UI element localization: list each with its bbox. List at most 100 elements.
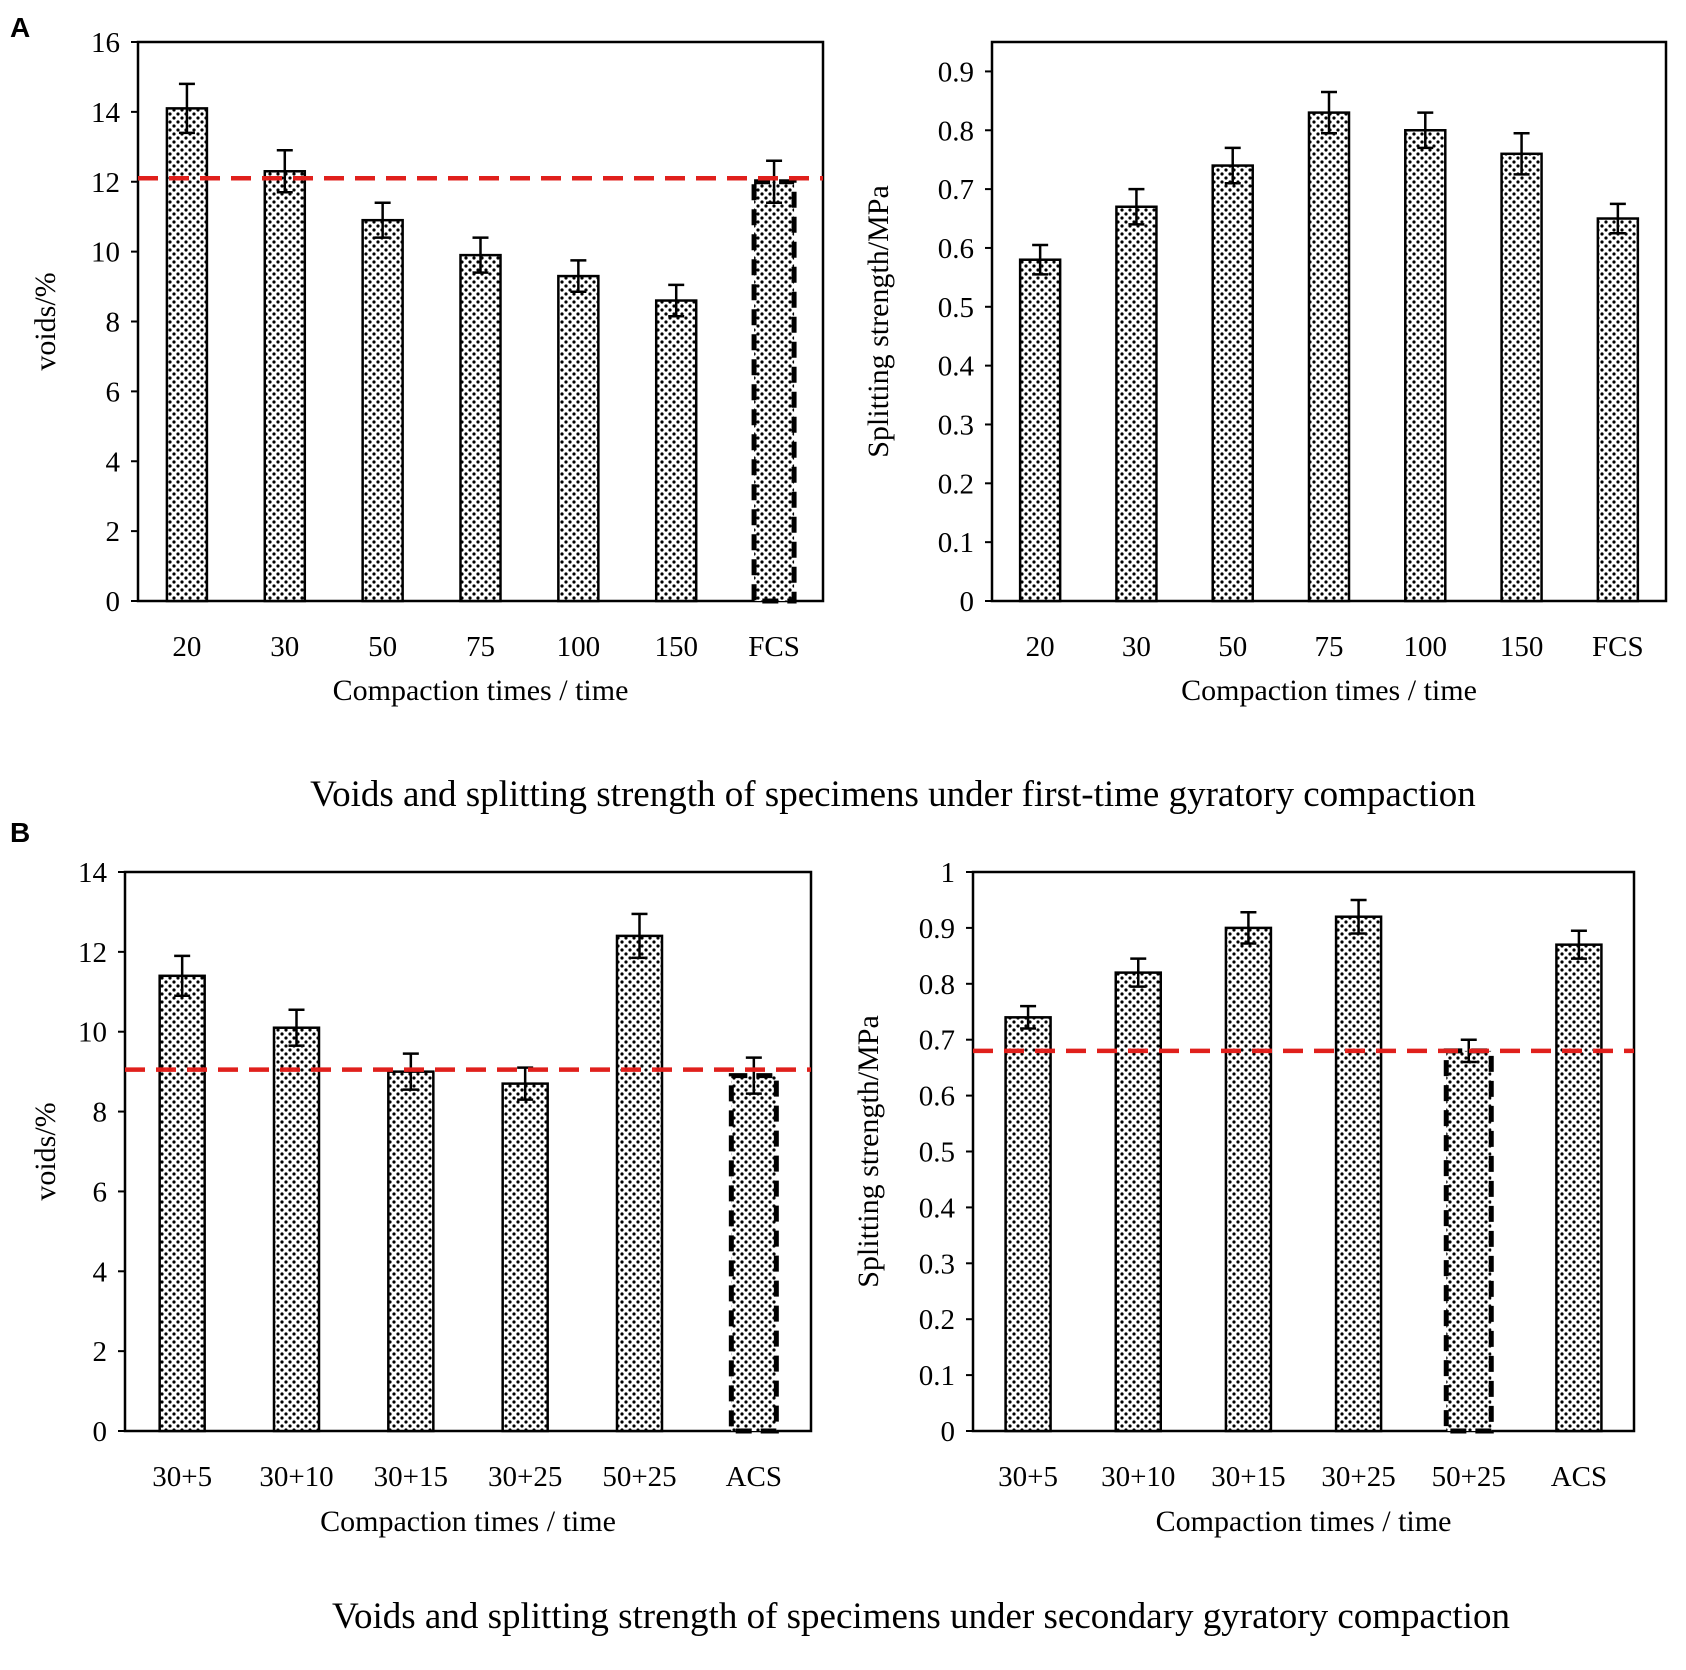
y-tick-label: 0.8: [938, 115, 974, 147]
bar-30+5: [1004, 1016, 1052, 1433]
y-tick-label: 2: [93, 1336, 108, 1368]
x-axis-label: Compaction times / time: [333, 674, 629, 707]
x-tick-label: 150: [654, 631, 698, 663]
x-tick-label: 50+25: [602, 1461, 676, 1493]
y-axis-label: Splitting strength/MPa: [862, 185, 895, 458]
y-tick-label: 0.3: [919, 1248, 955, 1280]
y-tick-label: 0.2: [919, 1304, 955, 1336]
x-tick-label: 30+15: [374, 1461, 448, 1493]
panel-label-b: B: [10, 817, 30, 848]
bar-ACS: [1555, 943, 1603, 1433]
y-tick-label: 0.4: [938, 351, 975, 383]
y-tick-label: 0.1: [938, 527, 974, 559]
bar-20: [165, 107, 209, 603]
y-tick-label: 16: [91, 27, 120, 59]
x-tick-label: 30+5: [152, 1461, 212, 1493]
y-tick-label: 0: [941, 1416, 956, 1448]
y-tick-label: 0: [93, 1416, 108, 1448]
x-tick-label: 100: [1404, 631, 1448, 663]
bar-75: [459, 253, 502, 603]
x-tick-label: ACS: [726, 1461, 782, 1493]
bar-FCS: [1596, 217, 1640, 603]
y-axis-label: voids/%: [29, 1102, 62, 1200]
y-tick-label: 0.9: [919, 913, 955, 945]
chart-b-voids: 0 2 4 6 8 10 12 14 30+5 30+10 30+15 30+25 50+25 ACS Co…: [29, 857, 813, 1538]
bar-30: [263, 170, 307, 603]
x-tick-label: FCS: [748, 631, 800, 663]
x-axis-label: Compaction times / time: [1156, 1505, 1452, 1538]
y-tick-label: 0.1: [919, 1360, 955, 1392]
caption-a: Voids and splitting strength of specimen…: [310, 774, 1476, 815]
bar-30+25: [1334, 915, 1383, 1433]
y-tick-label: 0.9: [938, 56, 974, 88]
x-tick-label: 100: [557, 631, 601, 663]
bar-50: [1211, 164, 1254, 603]
x-tick-label: 30+25: [1321, 1461, 1395, 1493]
bar-20: [1018, 258, 1062, 603]
chart-b-splitting-strength: 0 0.1 0.2 0.3 0.4 0.5 0.6 0.7 0.8 0.9 1 30+5 30+10 30…: [852, 857, 1636, 1538]
y-axis-label: Splitting strength/MPa: [852, 1015, 885, 1288]
bar-ACS: [728, 1073, 779, 1434]
x-tick-label: 20: [1026, 631, 1055, 663]
x-tick-label: FCS: [1592, 631, 1644, 663]
y-tick-label: 2: [106, 516, 121, 548]
x-tick-label: 30+5: [998, 1461, 1058, 1493]
y-tick-label: 0.2: [938, 468, 974, 500]
x-tick-label: 75: [466, 631, 495, 663]
bar-FCS: [751, 179, 797, 604]
bar-100: [1404, 129, 1447, 603]
y-tick-label: 10: [91, 237, 120, 269]
y-tick-label: 14: [91, 97, 121, 129]
bar-50+25: [615, 934, 664, 1433]
y-tick-label: 0.3: [938, 409, 974, 441]
x-tick-label: 30+15: [1211, 1461, 1285, 1493]
x-tick-label: 20: [172, 631, 201, 663]
bar-30+5: [158, 974, 206, 1433]
caption-b: Voids and splitting strength of specimen…: [332, 1596, 1510, 1637]
bar-75: [1307, 111, 1351, 603]
y-tick-label: 0.7: [919, 1025, 955, 1057]
x-tick-label: 150: [1500, 631, 1544, 663]
y-tick-label: 10: [78, 1017, 107, 1049]
bar-50+25: [1443, 1048, 1494, 1434]
chart-a-voids: 0 2 4 6 8 10 12 14 16 20 30 50 75 100 150 FCS Compaction…: [29, 27, 825, 707]
y-tick-label: 8: [93, 1097, 108, 1129]
x-tick-label: 30+10: [259, 1461, 333, 1493]
y-tick-label: 1: [941, 857, 956, 889]
x-tick-label: ACS: [1551, 1461, 1607, 1493]
y-tick-label: 6: [93, 1176, 108, 1208]
y-tick-label: 8: [106, 307, 121, 339]
x-tick-label: 75: [1315, 631, 1344, 663]
y-tick-label: 12: [91, 167, 120, 199]
bar-50: [361, 218, 404, 603]
y-tick-label: 0.5: [919, 1137, 955, 1169]
bar-30: [1115, 205, 1158, 603]
bar-30+15: [387, 1070, 435, 1433]
y-tick-label: 0.8: [919, 969, 955, 1001]
y-tick-label: 14: [78, 857, 108, 889]
y-tick-label: 12: [78, 937, 107, 969]
x-tick-label: 30: [270, 631, 299, 663]
y-tick-label: 0: [106, 586, 121, 618]
x-tick-label: 50: [1218, 631, 1247, 663]
bar-30+15: [1224, 926, 1273, 1433]
x-tick-label: 30: [1122, 631, 1151, 663]
panel-label-a: A: [10, 12, 30, 43]
bar-150: [1500, 152, 1543, 603]
y-tick-label: 0.7: [938, 174, 974, 206]
y-tick-label: 4: [93, 1256, 108, 1288]
x-tick-label: 30+25: [488, 1461, 562, 1493]
bar-30+10: [1114, 971, 1162, 1433]
bar-30+25: [501, 1082, 549, 1433]
x-tick-label: 30+10: [1101, 1461, 1175, 1493]
bar-30+10: [272, 1026, 321, 1433]
y-tick-label: 0.6: [938, 233, 974, 265]
y-tick-label: 0.6: [919, 1081, 955, 1113]
y-axis-label: voids/%: [29, 272, 62, 370]
bar-150: [654, 299, 698, 603]
x-axis-label: Compaction times / time: [1181, 674, 1477, 707]
plot-frame: [123, 870, 813, 1433]
bar-100: [557, 274, 600, 603]
x-tick-label: 50+25: [1432, 1461, 1506, 1493]
